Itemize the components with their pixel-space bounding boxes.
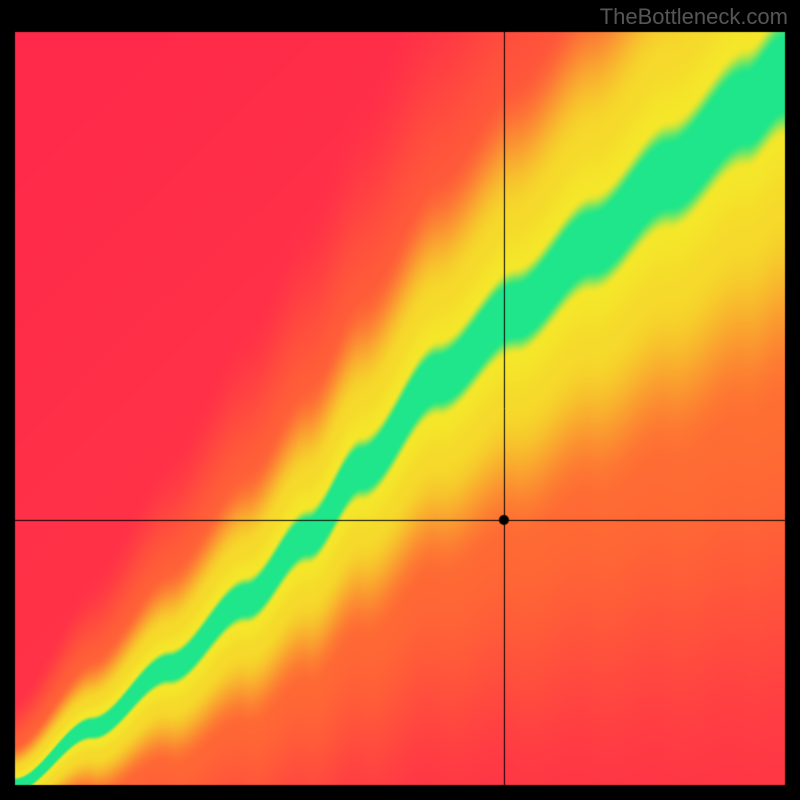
bottleneck-heatmap [0, 0, 800, 800]
chart-container: TheBottleneck.com [0, 0, 800, 800]
watermark-text: TheBottleneck.com [600, 4, 788, 30]
